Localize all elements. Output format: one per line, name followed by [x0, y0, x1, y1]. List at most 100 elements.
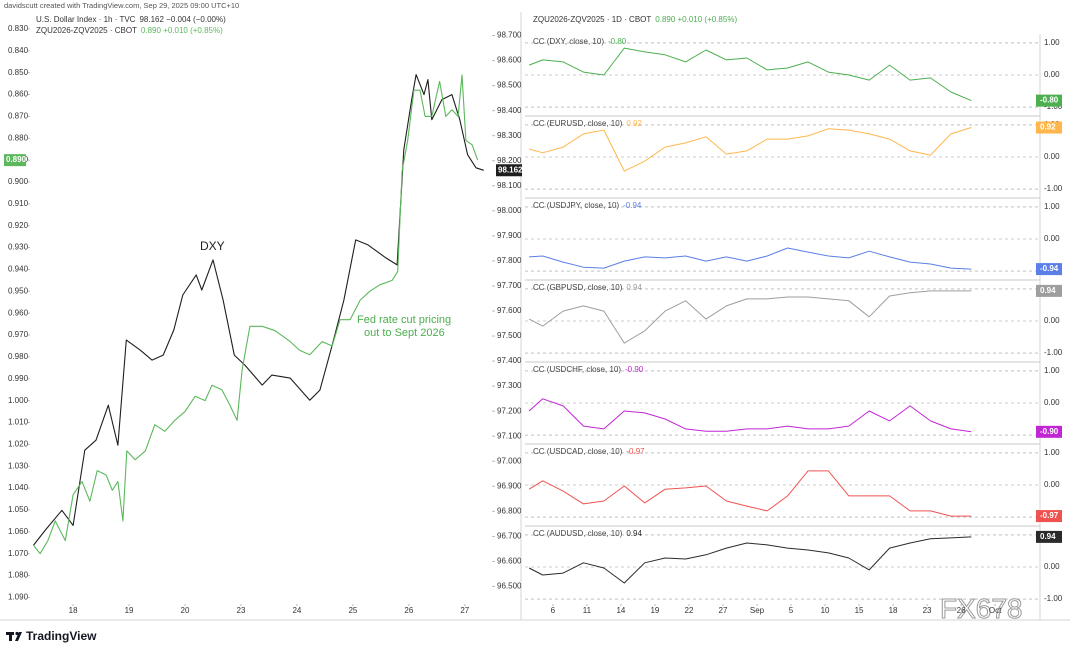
y-tick-label: -1.00 — [1044, 184, 1063, 193]
correlation-line — [528, 127, 972, 172]
x-tick-label: 27 — [460, 606, 469, 615]
price-tag — [4, 154, 26, 167]
y-tick-label: 1.090 — [8, 593, 29, 602]
y-tick-label: 1.030 — [8, 461, 29, 470]
pane-name: CC (EURUSD, close, 10) — [533, 119, 623, 128]
y-tick-label: 0.960 — [8, 308, 29, 317]
y-tick-label: 0.830 — [8, 24, 29, 33]
y-tick-label: 1.060 — [8, 527, 29, 536]
pane-value: 0.94 — [626, 283, 642, 292]
annotation: DXY — [200, 239, 225, 253]
pane-name: CC (DXY, close, 10) — [533, 37, 604, 46]
correlation-line — [528, 290, 972, 344]
y-tick-label: 1.00 — [1044, 448, 1060, 457]
y-tick-label: 0.850 — [8, 68, 29, 77]
y2-tick-label: 98.000 — [497, 206, 522, 215]
y-tick-label: 1.010 — [8, 418, 29, 427]
x-tick-label: 26 — [404, 606, 413, 615]
x-tick-label: 20 — [181, 606, 190, 615]
pane-name: CC (USDCHF, close, 10) — [533, 365, 621, 374]
y-tick-label: 0.990 — [8, 374, 29, 383]
pane-name: CC (GBPUSD, close, 10) — [533, 283, 623, 292]
y-tick-label: 1.000 — [8, 396, 29, 405]
legend-quote: 98.162 −0.004 (−0.00%) — [139, 15, 226, 24]
footer-logo: TradingView — [26, 629, 97, 643]
y2-tick-label: 97.100 — [497, 431, 522, 440]
x-tick-label: 18 — [889, 606, 898, 615]
title-quote: 0.890 +0.010 (+0.85%) — [655, 15, 737, 24]
y2-tick-label: 97.700 — [497, 281, 522, 290]
credit: davidscutt created with TradingView.com,… — [4, 1, 239, 10]
x-tick-label: 26 — [957, 606, 966, 615]
pane-value: -0.90 — [625, 365, 644, 374]
y2-tick-label: 96.700 — [497, 531, 522, 540]
y2-tick-label: 98.500 — [497, 81, 522, 90]
y-tick-label: -1.00 — [1044, 594, 1063, 603]
legend-name: ZQU2026-ZQV2025 · CBOT — [36, 26, 137, 35]
y-tick-label: 1.050 — [8, 505, 29, 514]
price-tag-label: 98.162 — [498, 165, 523, 174]
pane-legend: CC (GBPUSD, close, 10) 0.94 — [533, 283, 642, 292]
value-tag-label: 0.94 — [1040, 532, 1056, 541]
y-tick-label: 1.070 — [8, 549, 29, 558]
value-tag — [1036, 425, 1062, 438]
correlation-line — [528, 536, 972, 584]
y2-tick-label: 96.600 — [497, 557, 522, 566]
value-tag — [1036, 263, 1062, 276]
y-tick-label: 0.840 — [8, 46, 29, 55]
x-tick-label: 22 — [685, 606, 694, 615]
tv-logo-icon — [6, 631, 22, 641]
x-tick-label: 23 — [923, 606, 932, 615]
price-tag-label: 0.890 — [6, 155, 27, 164]
y2-tick-label: 97.400 — [497, 356, 522, 365]
y-tick-label: 1.020 — [8, 439, 29, 448]
y-tick-label: 0.00 — [1044, 480, 1060, 489]
y-tick-label: 0.00 — [1044, 70, 1060, 79]
y-tick-label: 0.870 — [8, 112, 29, 121]
value-tag — [1036, 94, 1062, 107]
y2-tick-label: 98.400 — [497, 106, 522, 115]
y-tick-label: 0.00 — [1044, 152, 1060, 161]
y2-tick-label: 97.500 — [497, 331, 522, 340]
y-tick-label: 0.930 — [8, 243, 29, 252]
x-tick-label: Sep — [750, 606, 765, 615]
x-tick-label: 27 — [719, 606, 728, 615]
x-tick-label: 23 — [237, 606, 246, 615]
x-tick-label: 24 — [292, 606, 301, 615]
legend-quote: 0.890 +0.010 (+0.85%) — [141, 26, 223, 35]
y-tick-label: 1.00 — [1044, 38, 1060, 47]
y-tick-label: 0.880 — [8, 133, 29, 142]
value-tag-label: -0.94 — [1040, 264, 1059, 273]
x-tick-label: Oct — [989, 606, 1002, 615]
y2-tick-label: 98.600 — [497, 56, 522, 65]
pane-value: -0.80 — [608, 37, 627, 46]
y-tick-label: -1.00 — [1044, 348, 1063, 357]
y-tick-label: 1.040 — [8, 483, 29, 492]
pane-name: CC (AUDUSD, close, 10) — [533, 529, 623, 538]
value-tag-label: -0.80 — [1040, 96, 1059, 105]
value-tag-label: -0.90 — [1040, 427, 1059, 436]
y2-tick-label: 96.900 — [497, 481, 522, 490]
correlation-line — [528, 47, 972, 102]
y-tick-label: 0.970 — [8, 330, 29, 339]
series-line — [32, 74, 479, 555]
y-tick-label: 0.860 — [8, 90, 29, 99]
y2-tick-label: 98.200 — [497, 156, 522, 165]
title-name: ZQU2026-ZQV2025 · 1D · CBOT — [533, 15, 651, 24]
pane-legend: CC (EURUSD, close, 10) 0.92 — [533, 119, 642, 128]
x-tick-label: 11 — [583, 606, 592, 615]
pane-name: CC (USDJPY, close, 10) — [533, 201, 619, 210]
y2-tick-label: 98.300 — [497, 131, 522, 140]
pane-legend: CC (USDCAD, close, 10) -0.97 — [533, 447, 645, 456]
pane-value: -0.94 — [623, 201, 642, 210]
legend-name: U.S. Dollar Index · 1h · TVC — [36, 15, 136, 24]
x-tick-label: 19 — [650, 606, 659, 615]
value-tag-label: -0.97 — [1040, 511, 1059, 520]
y-tick-label: 0.00 — [1044, 234, 1060, 243]
x-tick-label: 10 — [821, 606, 830, 615]
value-tag — [1036, 121, 1062, 134]
y2-tick-label: 97.900 — [497, 231, 522, 240]
x-tick-label: 6 — [551, 606, 556, 615]
